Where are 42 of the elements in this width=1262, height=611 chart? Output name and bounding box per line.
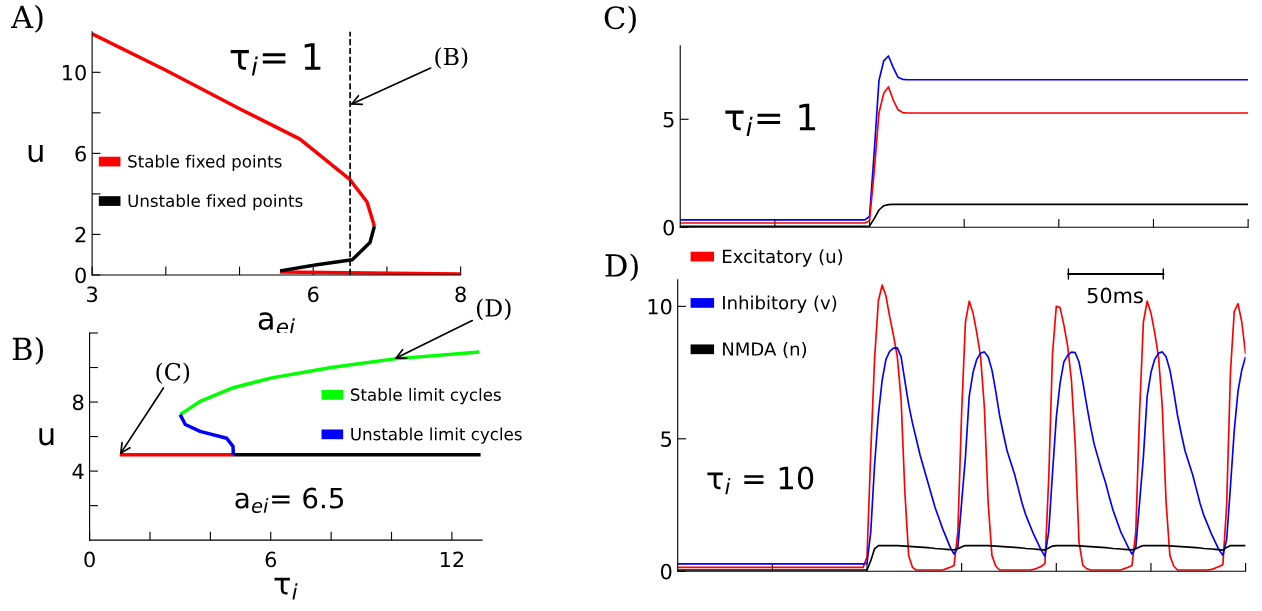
annotation: 50ms bbox=[1087, 287, 1143, 304]
legend-label: NMDA (n) bbox=[723, 341, 807, 358]
annotation: τ$_{i}$= 1 bbox=[230, 43, 321, 76]
legend-label: Inhibitory (v) bbox=[723, 295, 837, 314]
line-series bbox=[92, 32, 377, 229]
legend-label: Stable limit cycles bbox=[350, 388, 501, 405]
y-tick-label: 0 bbox=[660, 563, 672, 580]
x-tick-label: 3 bbox=[87, 286, 98, 303]
legend-label: Unstable limit cycles bbox=[351, 427, 522, 444]
y-tick-label: 10 bbox=[63, 64, 86, 81]
chart-title: C) bbox=[604, 5, 636, 34]
x-tick-label: 6 bbox=[265, 551, 277, 568]
line-series bbox=[178, 412, 236, 457]
legend-label: Unstable fixed points bbox=[128, 194, 303, 211]
y-axis-title: u bbox=[39, 427, 54, 446]
x-tick-label: 6 bbox=[308, 286, 319, 303]
annotation: (B) bbox=[435, 47, 468, 69]
x-axis-title: τ$_{i}$ bbox=[274, 577, 298, 600]
x-tick-label: 12 bbox=[440, 551, 464, 568]
y-tick-label: 4 bbox=[72, 463, 84, 479]
y-tick-label: 8 bbox=[72, 394, 84, 411]
chart-title: D) bbox=[605, 253, 638, 282]
annotation: (C) bbox=[156, 362, 190, 385]
legend-label: Stable fixed points bbox=[128, 154, 282, 171]
annotation: τ$_{i}$= 1 bbox=[725, 103, 816, 137]
line-series bbox=[680, 55, 1249, 221]
annotation: a$_{ei}$= 6.5 bbox=[235, 487, 344, 514]
chart-title: A) bbox=[10, 4, 43, 33]
y-tick-label: 6 bbox=[75, 145, 86, 162]
legend-label: Excitatory (u) bbox=[723, 249, 843, 267]
y-tick-label: 0 bbox=[75, 267, 86, 284]
annotation: τ$_{i}$ = 10 bbox=[707, 466, 814, 495]
y-tick-label: 5 bbox=[663, 112, 674, 128]
chart-title: B) bbox=[12, 336, 44, 365]
y-tick-label: 0 bbox=[663, 219, 674, 236]
line-series bbox=[680, 86, 1249, 224]
y-axis-title: u bbox=[28, 144, 43, 163]
y-tick-label: 2 bbox=[75, 226, 86, 243]
annotation: (D) bbox=[476, 298, 511, 321]
y-tick-label: 10 bbox=[648, 298, 672, 315]
x-tick-label: 8 bbox=[455, 286, 466, 303]
y-tick-label: 5 bbox=[661, 431, 672, 448]
